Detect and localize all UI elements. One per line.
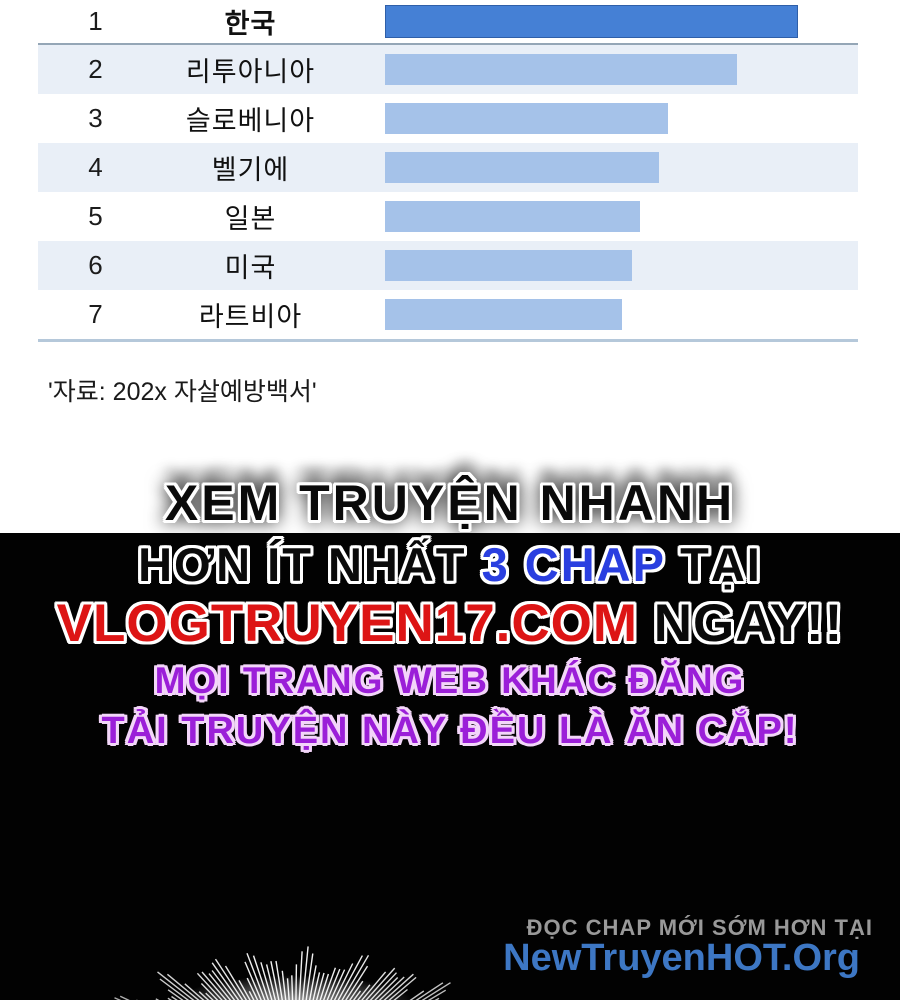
- ranking-table: 1 한국 2 리투아니아 3 슬로베니아 4 벨기에 5 일본 6 미국 7 라…: [38, 0, 858, 342]
- table-row: 5 일본: [38, 192, 858, 241]
- promo-line-4: MỌI TRANG WEB KHÁC ĐĂNG: [154, 660, 746, 701]
- promo-line-3-suffix: NGAY!!: [638, 594, 844, 653]
- source-note: '자료: 202x 자살예방백서': [48, 378, 317, 406]
- footer-site-name: NewTruyenHOT.Org: [503, 937, 860, 979]
- bar: [385, 103, 668, 134]
- promo-line-5: TẢI TRUYỆN NÀY ĐỀU LÀ ĂN CẮP!: [101, 710, 799, 752]
- bar: [385, 54, 737, 85]
- table-row: 2 리투아니아: [38, 45, 858, 94]
- rank-cell: 2: [88, 54, 103, 84]
- rank-cell: 3: [88, 103, 103, 133]
- bar: [385, 250, 632, 281]
- site-name-red: VLOGTRUYEN17.COM: [56, 594, 639, 653]
- promo-line-2: HƠN ÍT NHẤT 3 CHAP TẠI: [0, 537, 900, 592]
- bar: [385, 152, 659, 183]
- table-row: 3 슬로베니아: [38, 94, 858, 143]
- country-cell: 일본: [224, 204, 277, 234]
- table-row: 7 라트비아: [38, 290, 858, 339]
- table-row: 1 한국: [38, 0, 858, 45]
- rank-cell: 5: [88, 201, 103, 231]
- ranking-chart: 1 한국 2 리투아니아 3 슬로베니아 4 벨기에 5 일본 6 미국 7 라…: [0, 0, 900, 420]
- rank-cell: 1: [88, 6, 103, 36]
- country-cell: 라트비아: [198, 302, 303, 332]
- promo-line-2-text: HƠN ÍT NHẤT: [138, 538, 482, 591]
- rank-cell: 7: [88, 299, 103, 329]
- table-row: 6 미국: [38, 241, 858, 290]
- country-cell: 벨기에: [211, 155, 290, 185]
- promo-line1-glow: XEM TRUYỆN NHANH: [164, 460, 736, 502]
- country-cell: 슬로베니아: [185, 106, 316, 136]
- country-cell: 미국: [224, 253, 277, 283]
- bar: [385, 299, 622, 330]
- rank-cell: 6: [88, 250, 103, 280]
- country-cell: 리투아니아: [185, 57, 316, 87]
- country-cell: 한국: [224, 9, 277, 39]
- table-row: 4 벨기에: [38, 143, 858, 192]
- black-band: HƠN ÍT NHẤT 3 CHAP TẠI VLOGTRUYEN17.COM …: [0, 533, 900, 1000]
- promo-line-2-tail: TẠI: [665, 538, 762, 591]
- rank-cell: 4: [88, 152, 103, 182]
- promo-line-3: VLOGTRUYEN17.COM NGAY!!: [0, 593, 900, 654]
- chap-count-highlight: 3 CHAP: [481, 538, 666, 591]
- burst-rays: [114, 946, 451, 1000]
- bar: [385, 5, 798, 38]
- promo-line-1: XEM TRUYỆN NHANH: [164, 475, 736, 531]
- bar: [385, 201, 640, 232]
- footer-note: ĐỌC CHAP MỚI SỚM HƠN TẠI: [526, 915, 873, 940]
